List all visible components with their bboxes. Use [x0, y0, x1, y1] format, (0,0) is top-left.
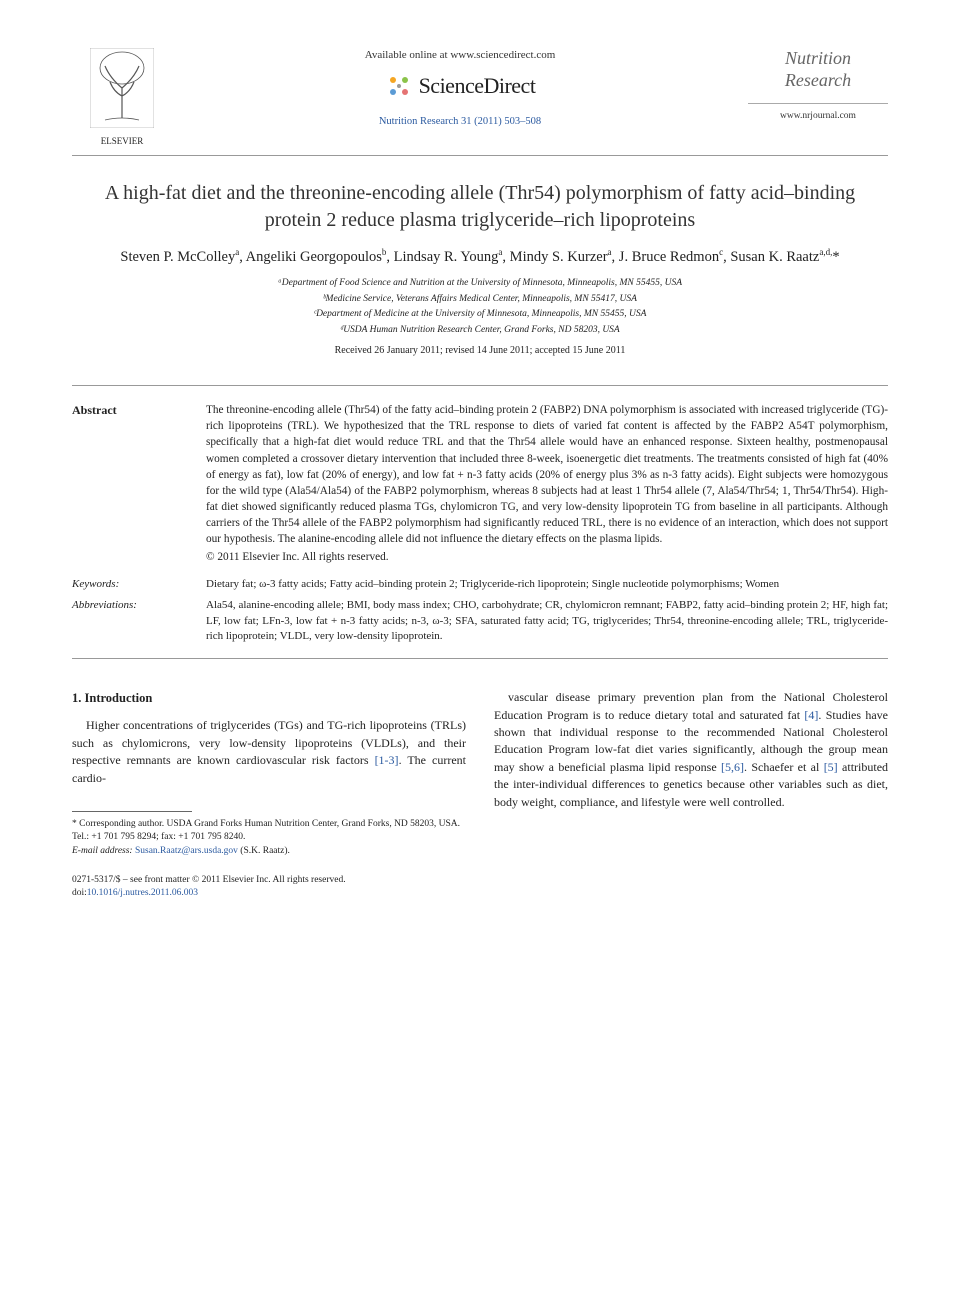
sciencedirect-name: ScienceDirect [419, 71, 536, 101]
keywords-label: Keywords: [72, 577, 182, 592]
corresponding-footnote: * Corresponding author. USDA Grand Forks… [72, 818, 466, 858]
article-title: A high-fat diet and the threonine-encodi… [72, 180, 888, 234]
affiliation: ᵇMedicine Service, Veterans Affairs Medi… [72, 293, 888, 307]
affiliation: ᵈUSDA Human Nutrition Research Center, G… [72, 324, 888, 338]
author-list: Steven P. McColleya, Angeliki Georgopoul… [72, 246, 888, 269]
divider [72, 155, 888, 156]
available-online-text: Available online at www.sciencedirect.co… [192, 48, 728, 63]
elsevier-tree-icon [90, 48, 154, 128]
abstract-text: The threonine-encoding allele (Thr54) of… [206, 402, 888, 564]
keywords-text: Dietary fat; ω-3 fatty acids; Fatty acid… [206, 577, 888, 592]
column-right: vascular disease primary prevention plan… [494, 689, 888, 900]
journal-name-line1: Nutrition [785, 48, 851, 68]
keywords-row: Keywords: Dietary fat; ω-3 fatty acids; … [72, 577, 888, 592]
journal-block: Nutrition Research www.nrjournal.com [748, 48, 888, 123]
header-center: Available online at www.sciencedirect.co… [172, 48, 748, 129]
affiliation: ᶜDepartment of Medicine at the Universit… [72, 308, 888, 322]
intro-paragraph-1: Higher concentrations of triglycerides (… [72, 717, 466, 787]
abbreviations-text: Ala54, alanine-encoding allele; BMI, bod… [206, 598, 888, 644]
intro-paragraph-2: vascular disease primary prevention plan… [494, 689, 888, 811]
doi-link[interactable]: 10.1016/j.nutres.2011.06.003 [87, 888, 198, 898]
abbreviations-row: Abbreviations: Ala54, alanine-encoding a… [72, 598, 888, 644]
page-header: ELSEVIER Available online at www.science… [72, 48, 888, 147]
journal-name-line2: Research [785, 70, 851, 90]
divider [72, 658, 888, 659]
article-dates: Received 26 January 2011; revised 14 Jun… [72, 344, 888, 358]
footer-copyright: 0271-5317/$ – see front matter © 2011 El… [72, 874, 466, 901]
citation-line: Nutrition Research 31 (2011) 503–508 [192, 115, 728, 129]
publisher-block: ELSEVIER [72, 48, 172, 147]
body-columns: 1. Introduction Higher concentrations of… [72, 689, 888, 900]
footnote-separator [72, 811, 192, 812]
journal-name: Nutrition Research [748, 48, 888, 104]
publisher-name: ELSEVIER [72, 135, 172, 147]
section-heading: 1. Introduction [72, 689, 466, 707]
copyright-line: © 2011 Elsevier Inc. All rights reserved… [206, 549, 888, 565]
abstract-body-text: The threonine-encoding allele (Thr54) of… [206, 404, 888, 544]
sciencedirect-icon [385, 72, 413, 100]
journal-url: www.nrjournal.com [748, 110, 888, 123]
email-suffix: (S.K. Raatz). [240, 846, 290, 856]
sciencedirect-logo: ScienceDirect [385, 71, 536, 101]
front-matter-line: 0271-5317/$ – see front matter © 2011 El… [72, 875, 346, 885]
abstract-section: Abstract The threonine-encoding allele (… [72, 402, 888, 564]
email-label: E-mail address: [72, 846, 133, 856]
abstract-label: Abstract [72, 402, 182, 564]
divider [72, 385, 888, 386]
corresponding-email[interactable]: Susan.Raatz@ars.usda.gov [135, 846, 238, 856]
corresponding-text: * Corresponding author. USDA Grand Forks… [72, 819, 460, 842]
affiliation: ᵃDepartment of Food Science and Nutritio… [72, 277, 888, 291]
column-left: 1. Introduction Higher concentrations of… [72, 689, 466, 900]
abbreviations-label: Abbreviations: [72, 598, 182, 644]
doi-label: doi: [72, 888, 87, 898]
